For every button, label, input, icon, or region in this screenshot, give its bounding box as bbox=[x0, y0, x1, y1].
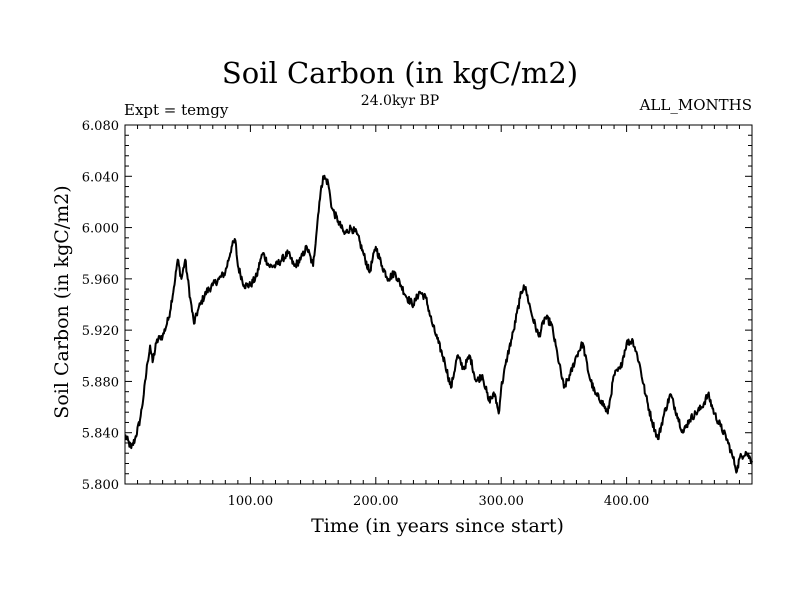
x-axis-label: Time (in years since start) bbox=[311, 515, 564, 537]
y-tick-label: 5.840 bbox=[82, 427, 119, 442]
soil-carbon-series-line bbox=[124, 174, 753, 474]
y-tick-label: 6.080 bbox=[82, 119, 119, 134]
y-tick-label: 6.000 bbox=[82, 222, 119, 237]
y-tick-label: 6.040 bbox=[82, 170, 119, 185]
experiment-label: Expt = temgy bbox=[124, 101, 229, 119]
x-tick-label: 200.00 bbox=[353, 494, 399, 509]
months-label: ALL_MONTHS bbox=[639, 96, 752, 114]
x-tick-label: 100.00 bbox=[228, 494, 274, 509]
y-tick-label: 5.920 bbox=[82, 324, 119, 339]
plot-frame bbox=[124, 124, 753, 485]
y-tick-label: 5.960 bbox=[82, 273, 119, 288]
chart-subtitle: 24.0kyr BP bbox=[360, 93, 440, 109]
x-tick-label: 300.00 bbox=[478, 494, 524, 509]
y-tick-label: 5.880 bbox=[82, 375, 119, 390]
chart-title: Soil Carbon (in kgC/m2) bbox=[221, 56, 579, 90]
x-tick-label: 400.00 bbox=[604, 494, 650, 509]
y-tick-label: 5.800 bbox=[82, 478, 119, 493]
